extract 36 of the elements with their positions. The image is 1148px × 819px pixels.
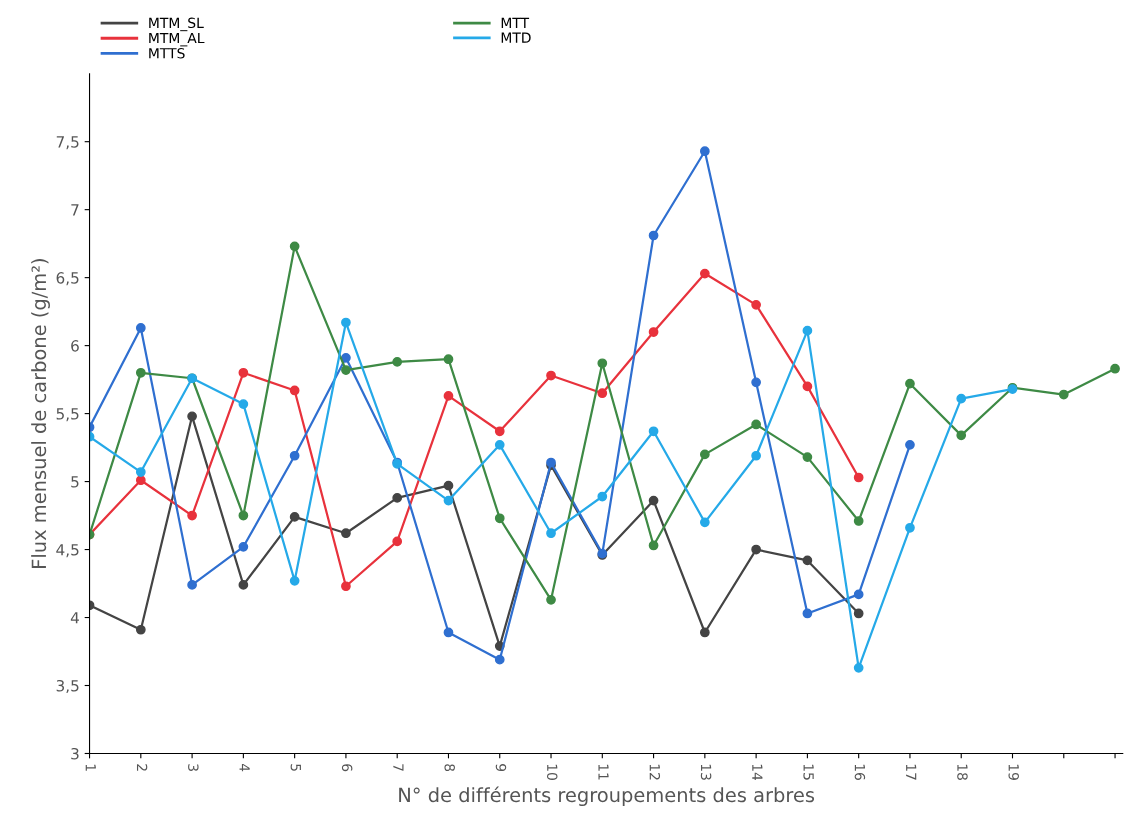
x-tick-label: 16	[854, 764, 866, 780]
y-tick-label: 3	[71, 747, 79, 760]
legend-label: MTD	[501, 32, 531, 43]
y-axis-title: Flux mensuel de carbone (g/m²)	[31, 259, 50, 568]
y-tick-label: 5,5	[56, 408, 79, 422]
x-tick-label: 19	[1008, 764, 1019, 780]
legend-label: MTT	[501, 17, 530, 28]
y-tick-label: 4,5	[56, 544, 79, 558]
x-tick-label: 2	[136, 764, 148, 771]
x-tick-label: 9	[495, 764, 507, 772]
y-tick-label: 4	[70, 612, 79, 624]
legend-label: MTM_AL	[149, 32, 205, 47]
x-tick-label: 6	[341, 764, 353, 772]
x-tick-label: 4	[239, 763, 250, 772]
y-tick-label: 5	[71, 476, 79, 488]
x-tick-label: 10	[546, 764, 558, 780]
x-tick-label: 14	[752, 764, 763, 781]
y-tick-label: 6	[71, 340, 79, 352]
x-axis-title: N° de différents regroupements des arbres	[399, 786, 815, 807]
x-tick-label: 5	[290, 764, 301, 771]
x-tick-label: 11	[598, 764, 609, 780]
y-tick-label: 3,5	[56, 679, 79, 694]
x-tick-label: 1	[85, 764, 96, 771]
x-tick-label: 17	[906, 764, 917, 780]
y-tick-label: 6,5	[56, 272, 79, 286]
x-tick-label: 13	[700, 764, 712, 780]
legend-label: MTTS	[149, 48, 185, 59]
y-tick-label: 7,5	[56, 136, 79, 150]
x-tick-label: 8	[444, 764, 455, 772]
x-tick-label: 15	[803, 764, 814, 780]
x-tick-label: 3	[188, 764, 199, 771]
x-tick-label: 7	[393, 764, 404, 771]
y-tick-label: 7	[71, 204, 79, 216]
legend-label: MTM_SL	[149, 17, 204, 32]
x-tick-label: 18	[957, 764, 968, 780]
x-tick-label: 12	[649, 764, 661, 780]
